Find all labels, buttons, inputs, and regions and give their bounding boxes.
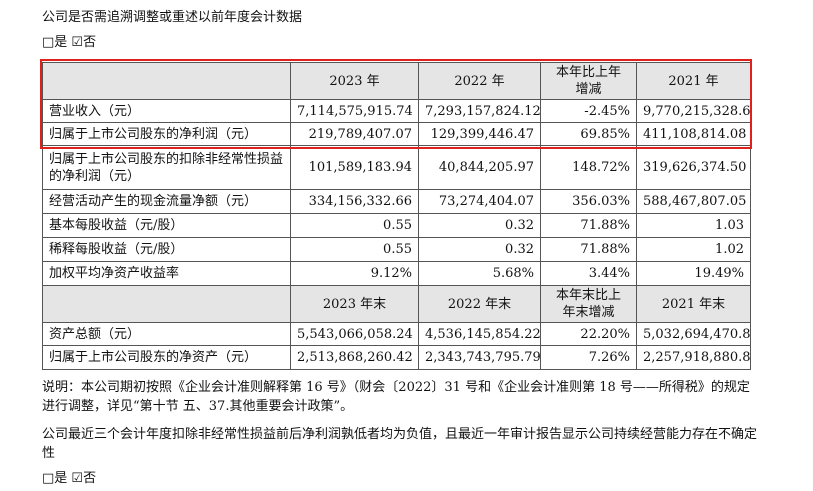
header-cell: 2023 年末 — [290, 285, 419, 323]
value-cell: 334,156,332.66 — [290, 189, 419, 214]
header-text: 2022 年末 — [447, 296, 512, 312]
table-row: 归属于上市公司股东的扣除非经常性损益的净利润（元） 101,589,183.94 4… — [42, 145, 751, 190]
value-cell: -2.45% — [540, 99, 637, 123]
value-cell: 0.32 — [418, 213, 541, 238]
header-cell: 本年末比上年末增减 — [540, 285, 637, 323]
header-cell: 2021 年末 — [636, 285, 751, 323]
value-cell: 101,589,183.94 — [290, 145, 419, 190]
value-cell: 73,274,404.07 — [418, 189, 541, 214]
value-cell: 2,513,868,260.42 — [290, 345, 419, 370]
value-cell: 5,032,694,470.80 — [636, 322, 751, 346]
value-cell: 71.88% — [540, 213, 637, 238]
header-text: 2023 年 — [329, 73, 380, 89]
value-cell: 9.12% — [290, 261, 419, 286]
options: □是 ☑否 — [42, 35, 97, 50]
label-cell: 归属于上市公司股东的扣除非经常性损益的净利润（元） — [42, 145, 291, 190]
table-row: 经营活动产生的现金流量净额（元） 334,156,332.66 73,274,404… — [42, 189, 751, 214]
table-row: 归属于上市公司股东的净资产（元） 2,513,868,260.42 2,343,74… — [42, 345, 751, 370]
header-cell: 2023 年 — [290, 62, 419, 100]
header-row: 2023 年末 2022 年末 本年末比上年末增减 2021 年末 — [42, 285, 751, 323]
label-cell: 基本每股收益（元/股） — [42, 213, 291, 238]
header-text: 本年末比上年末增减 — [556, 288, 622, 320]
value-cell: 22.20% — [540, 322, 637, 346]
value-cell: 69.85% — [540, 122, 637, 146]
table-row: 加权平均净资产收益率 9.12% 5.68% 3.44% 19.49% — [42, 261, 751, 286]
header-cell — [42, 285, 291, 323]
table-row: 归属于上市公司股东的净利润（元） 219,789,407.07 129,399,44… — [42, 122, 751, 146]
question: 公司是否需追溯调整或重述以前年度会计数据 — [42, 10, 303, 25]
value-cell: 0.55 — [290, 213, 419, 238]
header-cell: 2021 年 — [636, 62, 751, 100]
value-cell: 0.55 — [290, 237, 419, 262]
header-text: 2021 年 — [668, 73, 719, 89]
value-cell: 5,543,066,058.24 — [290, 322, 419, 346]
header-text: 2023 年末 — [322, 296, 387, 312]
value-cell: 1.03 — [636, 213, 751, 238]
label-cell: 归属于上市公司股东的净利润（元） — [42, 122, 291, 146]
value-cell: 0.32 — [418, 237, 541, 262]
table-row: 基本每股收益（元/股） 0.55 0.32 71.88% 1.03 — [42, 213, 751, 238]
header-cell: 2022 年 — [418, 62, 541, 100]
value-cell: 7,114,575,915.74 — [290, 99, 419, 123]
value-cell: 2,257,918,880.87 — [636, 345, 751, 370]
header-cell — [42, 62, 291, 100]
value-cell: 356.03% — [540, 189, 637, 214]
value-cell: 4,536,145,854.22 — [418, 322, 541, 346]
table-row: 资产总额（元） 5,543,066,058.24 4,536,145,854.22 2… — [42, 322, 751, 346]
value-cell: 5.68% — [418, 261, 541, 286]
value-cell: 148.72% — [540, 145, 637, 190]
value-cell: 71.88% — [540, 237, 637, 262]
value-cell: 2,343,743,795.79 — [418, 345, 541, 370]
header-text: 2021 年末 — [661, 296, 726, 312]
header-text: 本年比上年增减 — [556, 65, 622, 97]
header-cell: 本年比上年增减 — [540, 62, 637, 100]
note: 说明：本公司期初按照《企业会计准则解释第 16 号》（财会〔2022〕31 号和… — [42, 380, 750, 414]
header-row: 2023 年 2022 年 本年比上年增减 2021 年 — [42, 62, 751, 100]
label-cell: 归属于上市公司股东的净资产（元） — [42, 345, 291, 370]
value-cell: 1.02 — [636, 237, 751, 262]
question: 公司最近三个会计年度扣除非经常性损益前后净利润孰低者均为负值，且最近一年审计报告… — [42, 427, 758, 461]
value-cell: 19.49% — [636, 261, 751, 286]
label-cell: 稀释每股收益（元/股） — [42, 237, 291, 262]
value-cell: 219,789,407.07 — [290, 122, 419, 146]
value-cell: 588,467,807.05 — [636, 189, 751, 214]
value-cell: 40,844,205.97 — [418, 145, 541, 190]
data-table: 2023 年 2022 年 本年比上年增减 2021 年营业收入（元） 7,114,57… — [42, 62, 751, 370]
value-cell: 129,399,446.47 — [418, 122, 541, 146]
value-cell: 411,108,814.08 — [636, 122, 751, 146]
value-cell: 319,626,374.50 — [636, 145, 751, 190]
value-cell: 7.26% — [540, 345, 637, 370]
label-cell: 资产总额（元） — [42, 322, 291, 346]
value-cell: 9,770,215,328.66 — [636, 99, 751, 123]
options: □是 ☑否 — [42, 471, 97, 486]
header-cell: 2022 年末 — [418, 285, 541, 323]
table-row: 稀释每股收益（元/股） 0.55 0.32 71.88% 1.02 — [42, 237, 751, 262]
value-cell: 3.44% — [540, 261, 637, 286]
header-text: 2022 年 — [454, 73, 505, 89]
label-cell: 加权平均净资产收益率 — [42, 261, 291, 286]
label-cell: 营业收入（元） — [42, 99, 291, 123]
table-row: 营业收入（元） 7,114,575,915.74 7,293,157,824.12-… — [42, 99, 751, 123]
value-cell: 7,293,157,824.12 — [418, 99, 541, 123]
label-cell: 经营活动产生的现金流量净额（元） — [42, 189, 291, 214]
